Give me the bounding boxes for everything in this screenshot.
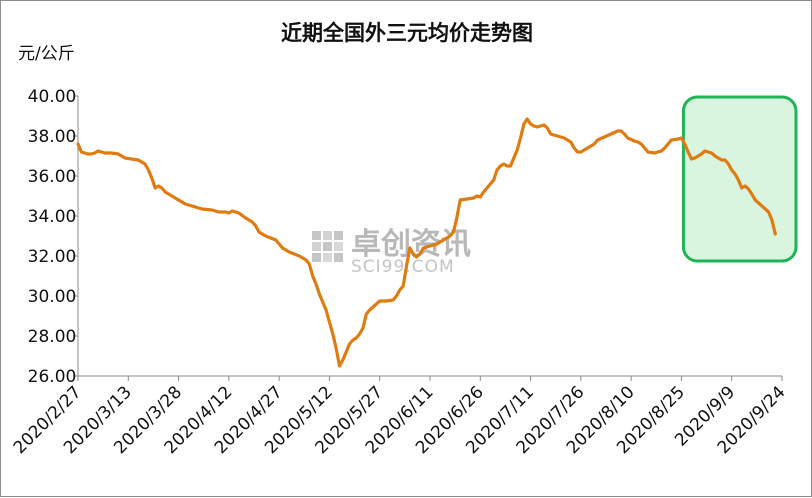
series-layer <box>76 117 777 368</box>
y-tick-label: 36.00 <box>28 167 77 187</box>
highlight-box <box>681 95 798 263</box>
highlight-layer <box>681 95 798 263</box>
y-tick-label: 26.00 <box>28 367 77 387</box>
y-tick-label: 38.00 <box>28 127 77 147</box>
series-line <box>76 117 777 368</box>
y-tick-label: 34.00 <box>28 207 77 227</box>
y-axis-unit: 元/公斤 <box>18 44 75 64</box>
y-tick-label: 40.00 <box>28 87 77 107</box>
chart-title: 近期全国外三元均价走势图 <box>281 21 533 45</box>
watermark: 卓创资讯 SCI99.COM <box>312 227 471 277</box>
y-tick-label: 28.00 <box>28 327 77 347</box>
y-tick-label: 30.00 <box>28 287 77 307</box>
watermark-logo <box>312 231 343 262</box>
watermark-sub: SCI99.COM <box>351 257 455 277</box>
y-tick-label: 32.00 <box>28 247 77 267</box>
